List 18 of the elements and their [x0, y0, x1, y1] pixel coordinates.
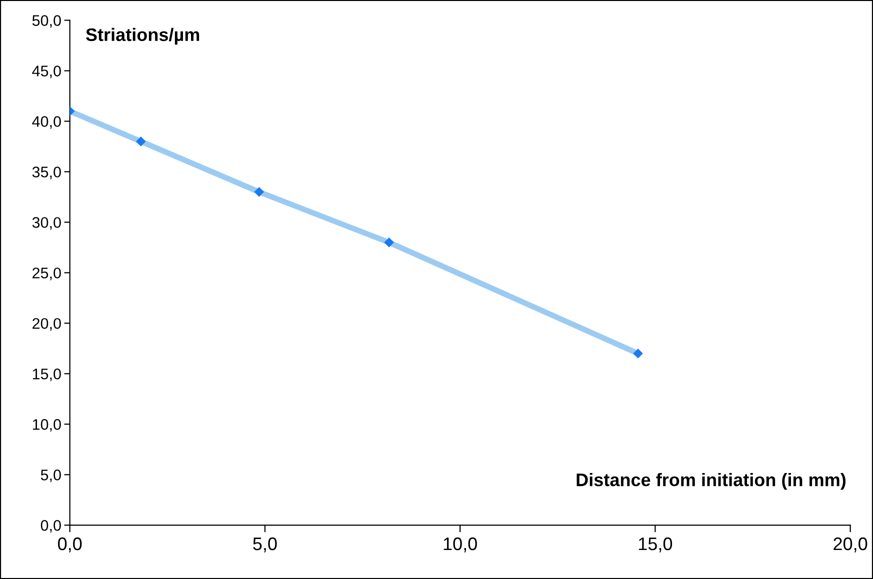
x-axis-title: Distance from initiation (in mm): [576, 472, 846, 490]
x-tick-label: 5,0: [253, 537, 277, 552]
y-tick-label: 35,0: [32, 166, 61, 180]
y-tick-label: 15,0: [32, 368, 61, 382]
x-tick-label: 10,0: [444, 537, 477, 552]
y-tick-label: 5,0: [40, 470, 61, 482]
y-tick-label: 10,0: [32, 419, 61, 432]
x-tick-label: 20,0: [834, 537, 868, 552]
x-tick-label: 15,0: [638, 537, 672, 552]
y-tick-label: 50,0: [32, 15, 61, 28]
x-tick-label: 0,0: [58, 537, 82, 552]
y-tick-label: 30,0: [32, 217, 61, 230]
y-tick-label: 25,0: [32, 268, 61, 280]
y-axis-title: Striations/µm: [86, 28, 200, 45]
y-tick-label: 45,0: [32, 66, 61, 78]
y-tick-label: 40,0: [32, 116, 61, 129]
y-tick-label: 20,0: [32, 318, 61, 331]
y-tick-label: 0,0: [40, 520, 61, 533]
